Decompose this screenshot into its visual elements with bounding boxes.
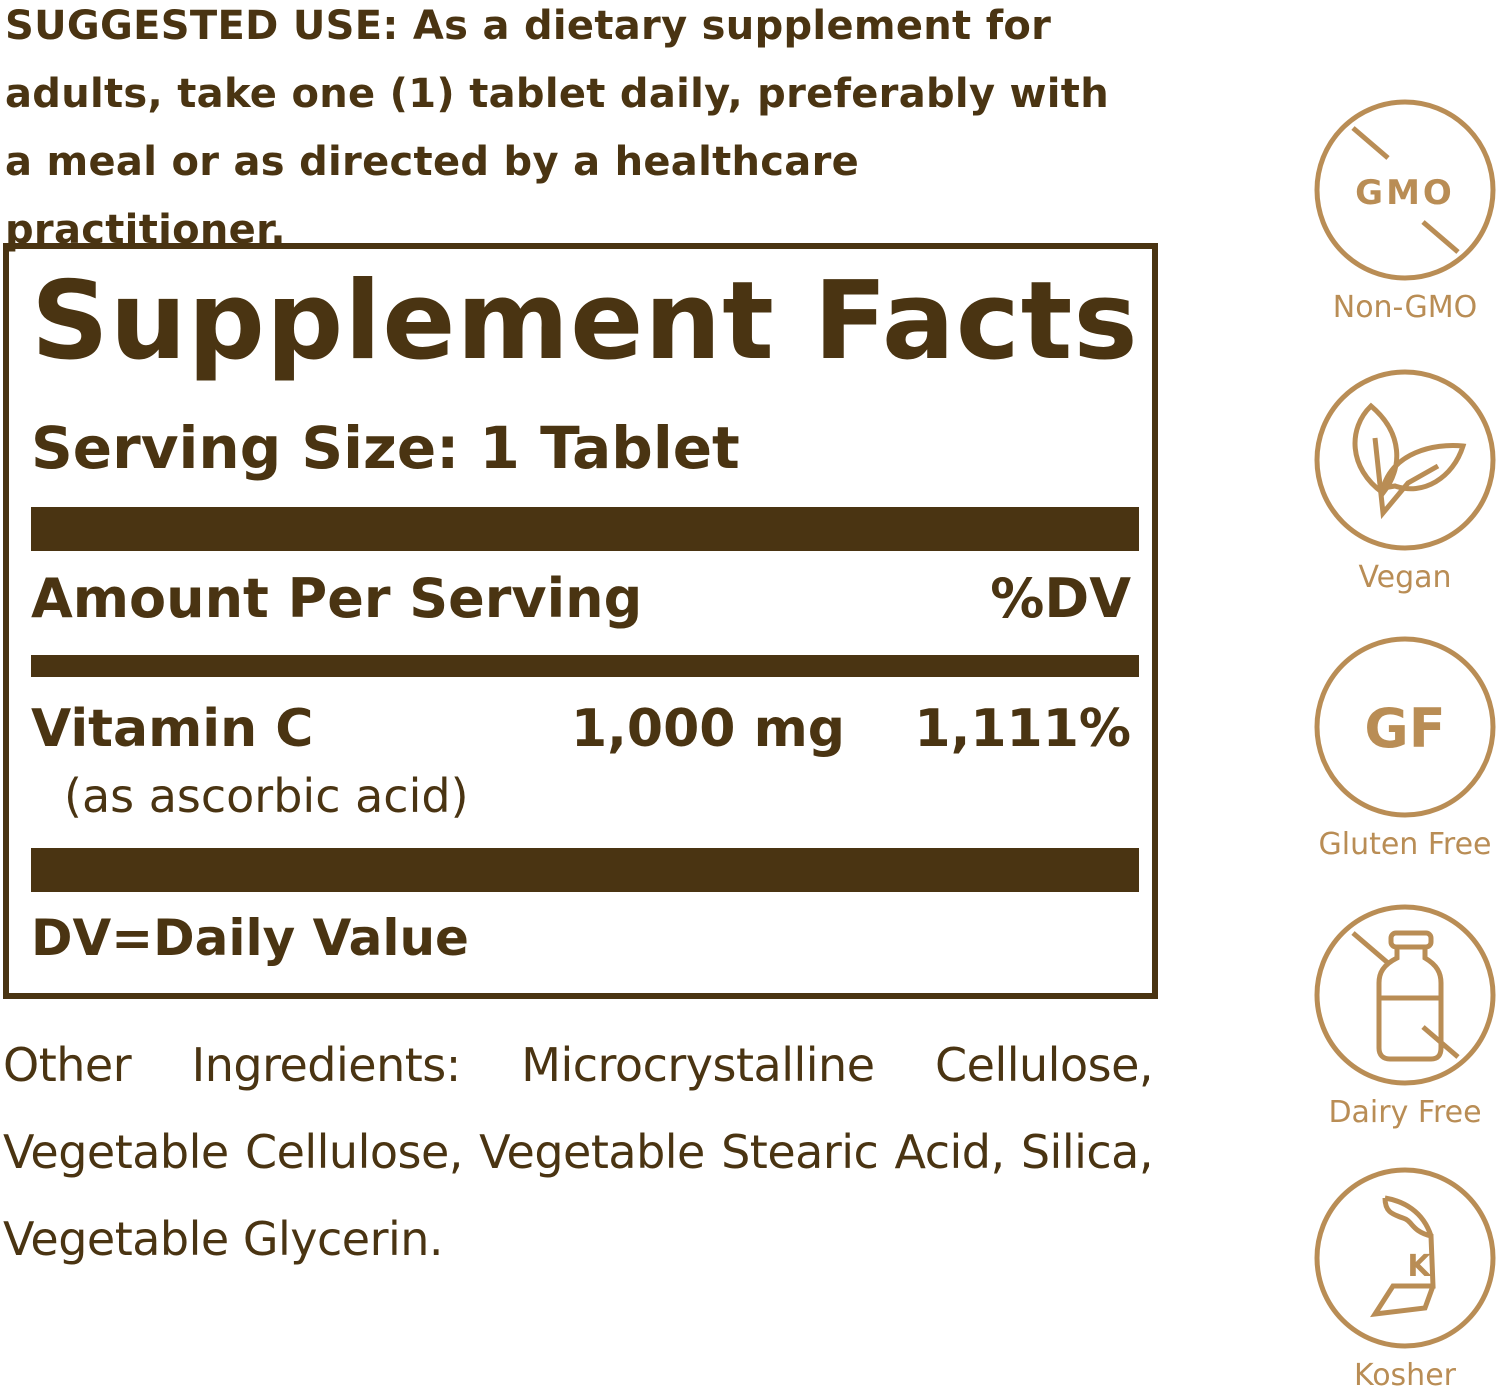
badge-dairy-free: Dairy Free — [1310, 903, 1500, 1130]
gmo-text: GMO — [1355, 173, 1455, 213]
gf-icon: GF — [1314, 636, 1496, 818]
badge-gluten-free: GF Gluten Free — [1310, 635, 1500, 862]
suggested-use: SUGGESTED USE: As a dietary supplement f… — [5, 3, 1110, 253]
badge-label: Vegan — [1358, 560, 1452, 595]
amount-header-row: Amount Per Serving %DV — [31, 567, 1131, 630]
badge-label: Non-GMO — [1332, 290, 1478, 325]
serving-size: Serving Size: 1 Tablet — [31, 414, 740, 482]
nutrient-source: (as ascorbic acid) — [64, 769, 469, 823]
divider-bar — [31, 655, 1139, 677]
nutrient-amount: 1,000 mg — [571, 699, 845, 759]
supplement-facts-panel: Supplement Facts Serving Size: 1 Tablet … — [3, 243, 1158, 999]
milk-bottle-crossed-icon — [1314, 904, 1496, 1086]
divider-bar — [31, 507, 1139, 551]
nutrient-name: Vitamin C — [31, 699, 314, 759]
gf-text: GF — [1364, 697, 1445, 760]
kosher-k-text: K — [1407, 1249, 1432, 1284]
badge-kosher: K Kosher — [1310, 1166, 1500, 1393]
badge-label: Kosher — [1354, 1358, 1456, 1393]
badge-label: Gluten Free — [1318, 827, 1492, 862]
leaf-icon — [1314, 369, 1496, 551]
other-ingredients: Other Ingredients: Microcrystalline Cell… — [3, 1038, 1154, 1266]
badge-non-gmo: GMO Non-GMO — [1310, 98, 1500, 325]
dv-header: %DV — [990, 567, 1131, 630]
badge-vegan: Vegan — [1310, 368, 1500, 595]
kosher-icon: K — [1314, 1167, 1496, 1349]
footnote: DV=Daily Value — [31, 909, 469, 967]
nutrient-row: Vitamin C 1,000 mg 1,111% — [31, 699, 1131, 759]
gmo-crossed-icon: GMO — [1314, 99, 1496, 281]
amount-header: Amount Per Serving — [31, 567, 643, 630]
divider-bar — [31, 848, 1139, 892]
badge-label: Dairy Free — [1328, 1095, 1482, 1130]
nutrient-dv: 1,111% — [914, 699, 1131, 759]
facts-title: Supplement Facts — [31, 259, 1139, 384]
